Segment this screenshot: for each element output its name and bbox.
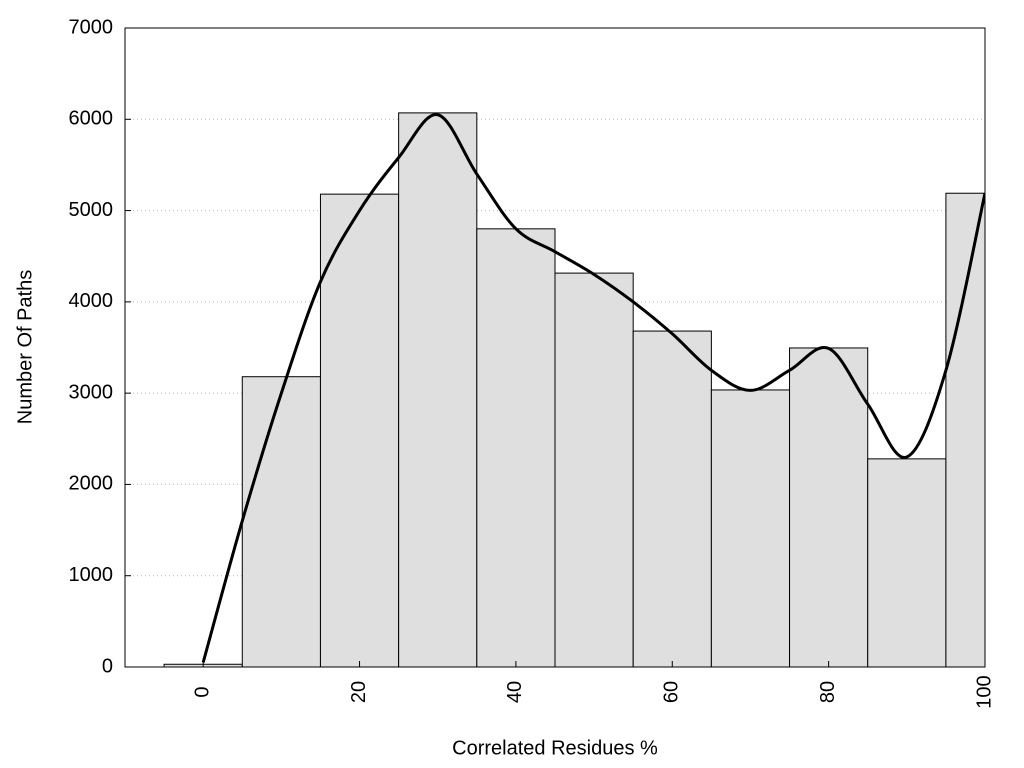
bar: [632, 330, 712, 667]
y-axis-label: Number Of Paths: [14, 270, 36, 425]
x-tick-label: 20: [348, 681, 370, 703]
bar: [398, 112, 478, 667]
bar: [241, 376, 321, 667]
y-tick-label: 2000: [69, 473, 114, 495]
x-tick-label: 0: [191, 686, 213, 697]
bar: [554, 272, 634, 667]
x-axis-label: Correlated Residues %: [452, 737, 658, 759]
bar: [945, 192, 985, 667]
x-tick-label: 40: [504, 681, 526, 703]
bar: [710, 389, 791, 667]
bar: [867, 458, 947, 667]
x-tick-label: 60: [661, 681, 683, 703]
bar: [476, 228, 556, 667]
y-tick-label: 1000: [69, 564, 114, 586]
y-tick-label: 3000: [69, 381, 114, 403]
density-curve: [201, 113, 985, 663]
y-tick-label: 5000: [69, 199, 114, 221]
y-tick-label: 4000: [69, 290, 114, 312]
bar: [789, 347, 869, 667]
x-tick-label: 80: [817, 681, 839, 703]
y-tick-label: 6000: [69, 108, 114, 130]
bar: [319, 193, 400, 667]
x-tick-label: 100: [973, 675, 995, 708]
y-tick-label: 7000: [69, 16, 114, 38]
y-tick-label: 0: [102, 655, 113, 677]
plot-frame: [124, 27, 986, 668]
